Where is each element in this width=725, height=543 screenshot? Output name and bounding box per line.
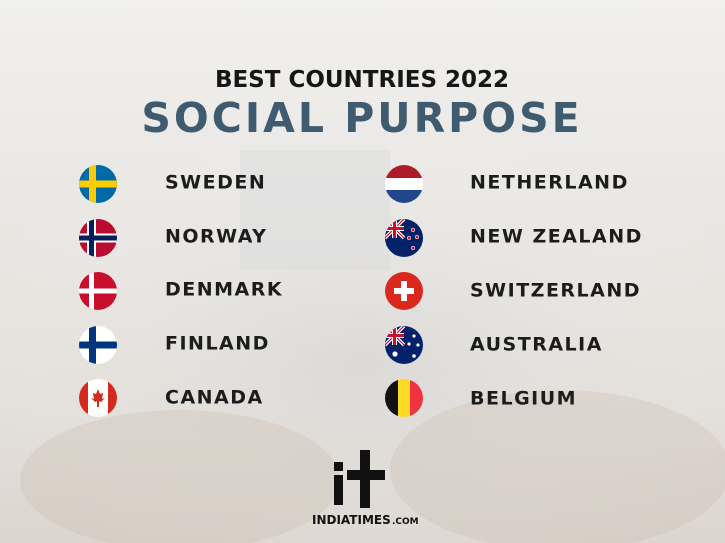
brand-name: INDIATIMES [312,513,391,527]
flag-sweden [79,165,117,203]
country-name: AUSTRALIA [470,334,603,356]
flag-finland [79,326,117,364]
background-shape [20,410,340,543]
subtitle: SOCIAL PURPOSE [141,94,582,142]
background-window [240,150,390,270]
brand-logo [334,450,385,508]
country-name: FINLAND [165,333,270,355]
country-name: CANADA [165,387,264,409]
background-shape [390,390,725,543]
flag-netherlands [385,165,423,203]
brand-suffix: .COM [392,517,419,527]
country-name: DENMARK [165,279,283,301]
title: BEST COUNTRIES 2022 [215,67,509,93]
country-name: SWITZERLAND [470,280,641,302]
flag-switzerland [385,272,423,310]
flag-norway [79,219,117,257]
country-name: SWEDEN [165,172,266,194]
country-name: NORWAY [165,226,267,248]
country-name: NETHERLAND [470,172,629,194]
country-name: NEW ZEALAND [470,226,643,248]
flag-australia [385,326,423,364]
flag-denmark [79,272,117,310]
flag-belgium [385,379,423,417]
flag-new-zealand [385,219,423,257]
country-name: BELGIUM [470,388,577,410]
flag-canada [79,379,117,417]
